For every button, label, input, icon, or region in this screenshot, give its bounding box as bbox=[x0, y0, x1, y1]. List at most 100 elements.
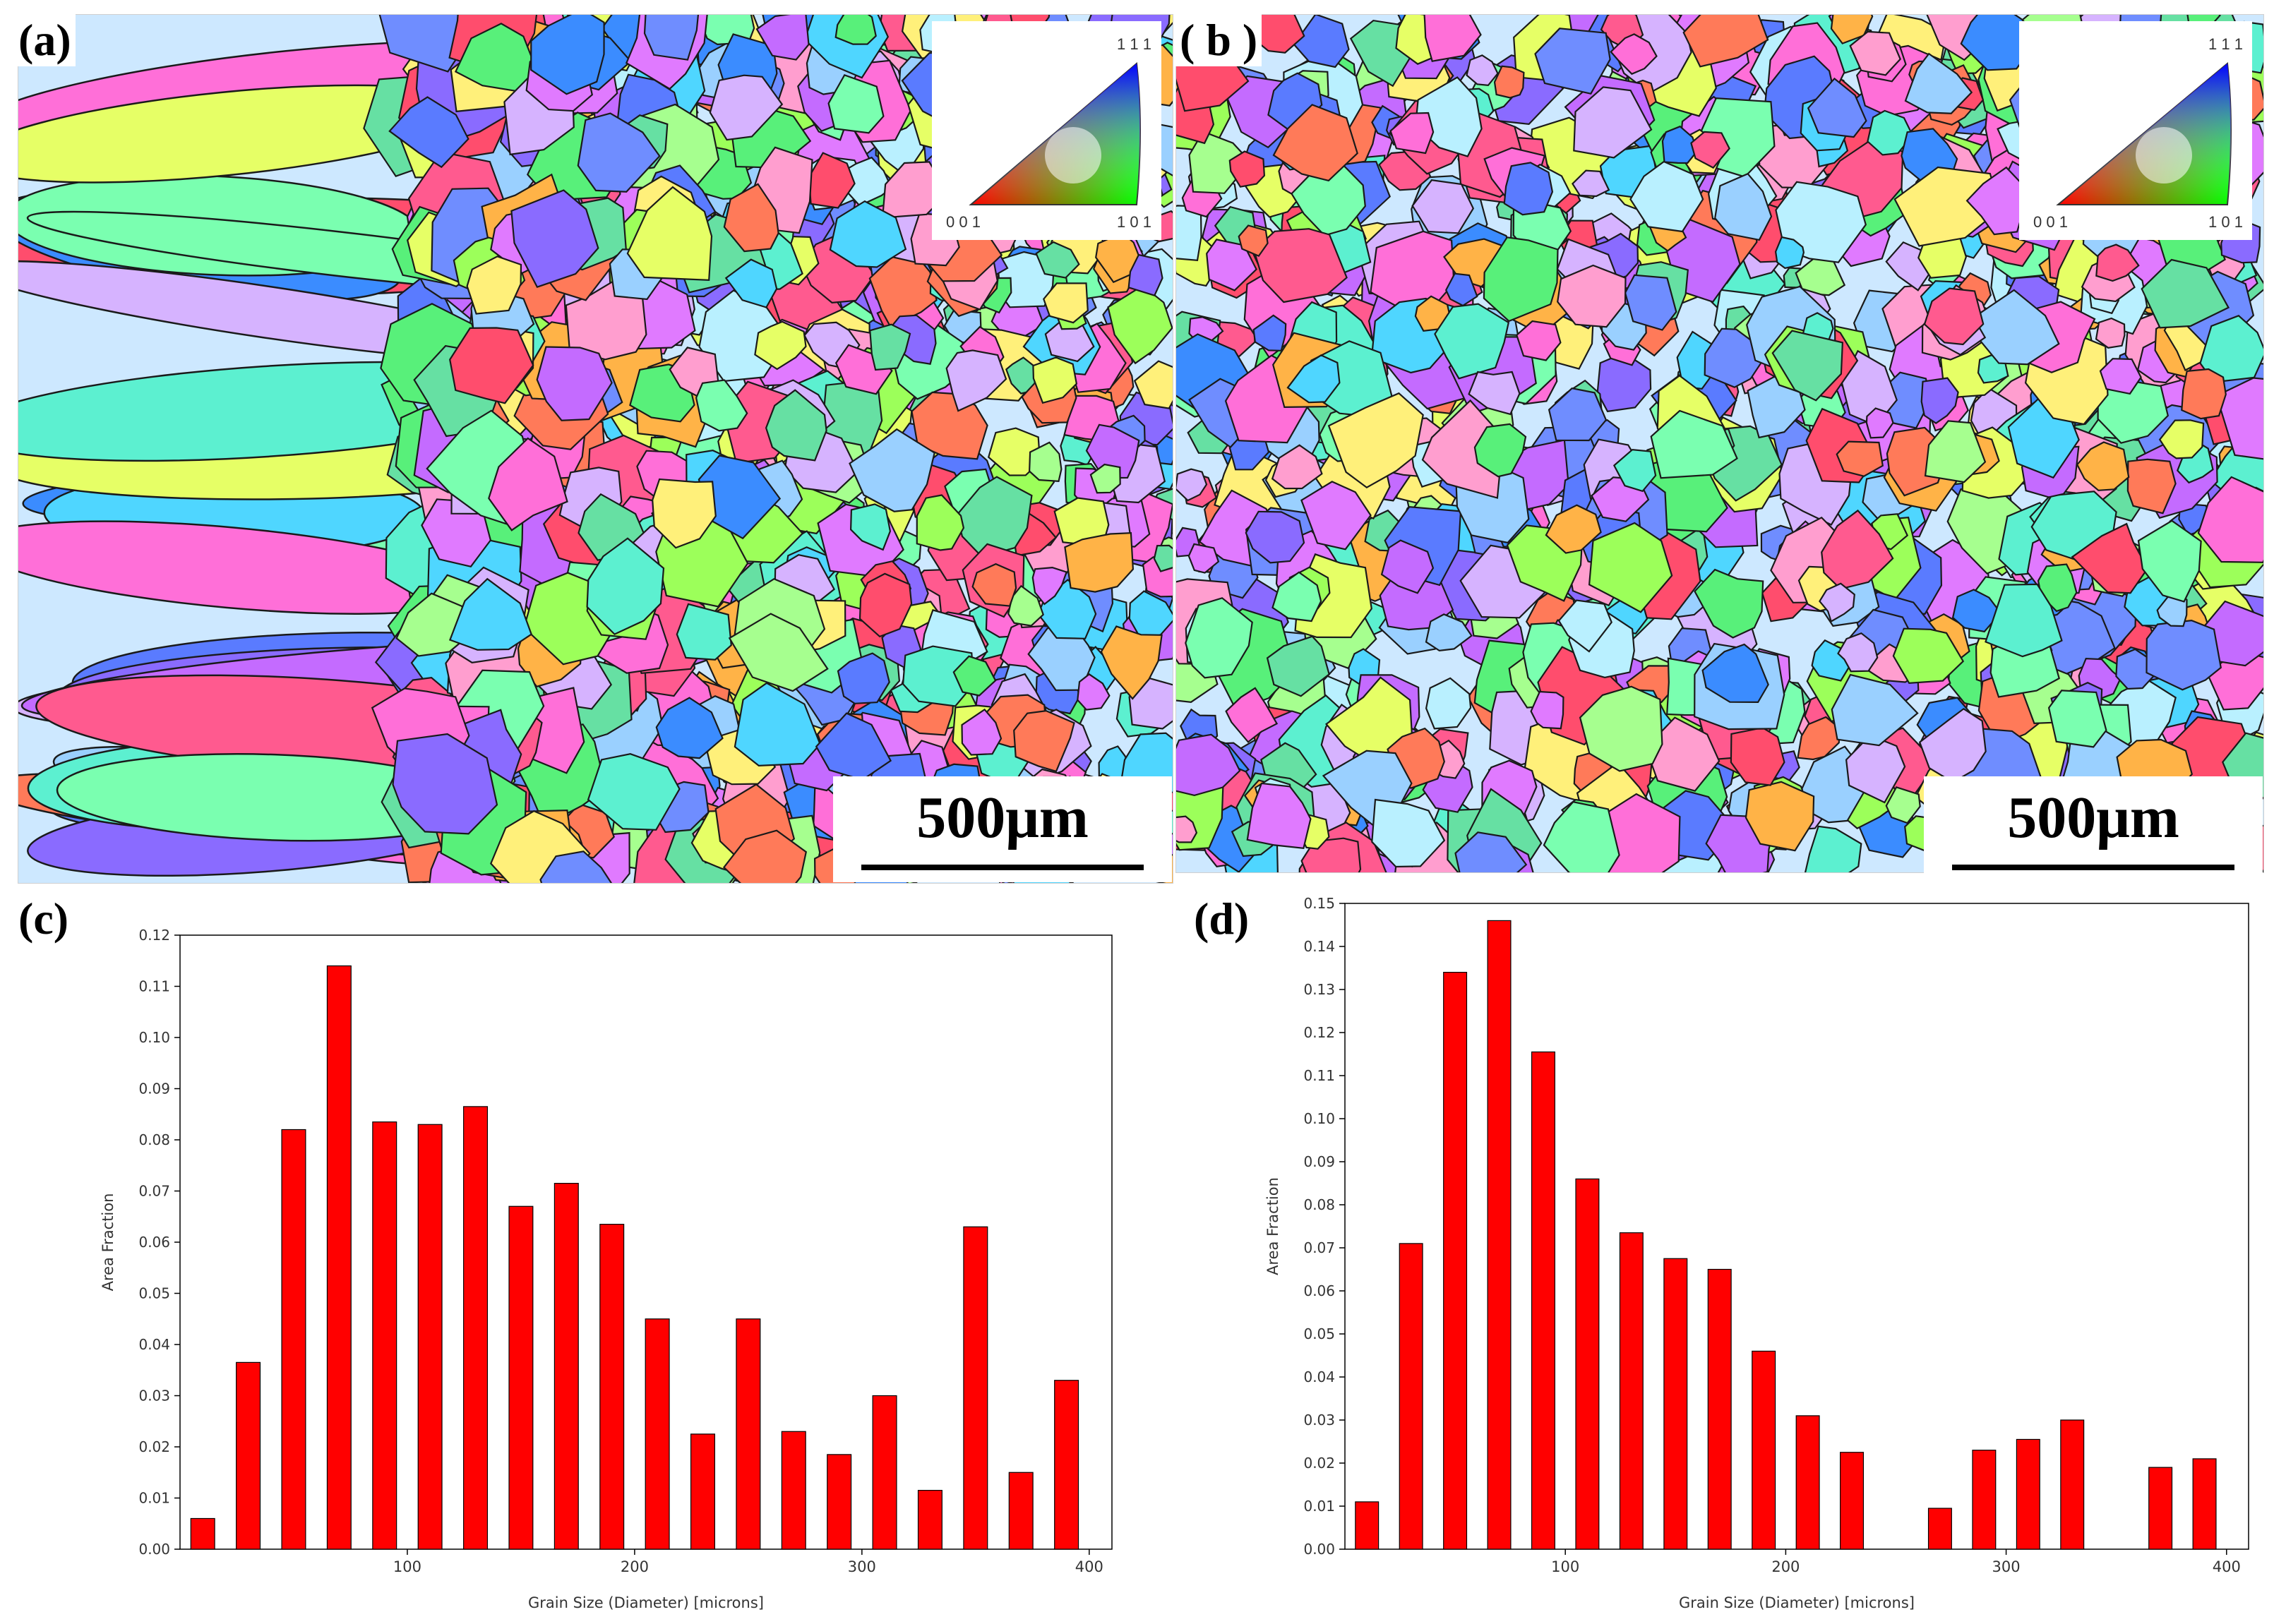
ebsd-grain-map-a bbox=[18, 15, 1173, 883]
bar-d-16 bbox=[2148, 1467, 2173, 1550]
ipf-label-111-a: 1 1 1 bbox=[1117, 35, 1151, 53]
histogram-d: 0.00 0.01 0.02 0.03 0.04 0.05 0.06 0.07 0.08 0.09… bbox=[1257, 886, 2266, 1616]
x-tick-label-c-2: 300 bbox=[848, 1558, 876, 1575]
bar-d-13 bbox=[1972, 1450, 1997, 1550]
bar-c-13 bbox=[781, 1431, 806, 1550]
panel-label-c: (c) bbox=[14, 893, 73, 945]
y-tick-label-d-5: 0.05 bbox=[1303, 1325, 1335, 1342]
ipf-color-key-a: 1 1 1 0 0 1 1 0 1 bbox=[932, 21, 1161, 240]
bar-c-18 bbox=[1008, 1472, 1034, 1550]
y-tick-label-c-3: 0.03 bbox=[138, 1388, 170, 1405]
scale-bar-line-b bbox=[1952, 865, 2234, 870]
bar-c-12 bbox=[736, 1318, 761, 1550]
bar-c-1 bbox=[236, 1361, 261, 1550]
x-tick-label-c-0: 100 bbox=[393, 1558, 421, 1575]
bar-d-0 bbox=[1355, 1501, 1380, 1550]
y-tick-label-c-9: 0.09 bbox=[138, 1081, 170, 1097]
bar-c-7 bbox=[508, 1205, 534, 1550]
ipf-triangle-b bbox=[2056, 62, 2232, 205]
bar-d-17 bbox=[2192, 1458, 2217, 1550]
bar-d-12 bbox=[1927, 1508, 1952, 1550]
y-tick-label-d-14: 0.14 bbox=[1303, 938, 1335, 955]
y-tick-label-d-13: 0.13 bbox=[1303, 981, 1335, 998]
scale-bar-text-b: 500μm bbox=[2007, 785, 2179, 850]
bar-c-6 bbox=[463, 1106, 489, 1550]
bar-c-3 bbox=[326, 965, 352, 1550]
bar-c-2 bbox=[281, 1129, 306, 1550]
y-tick-label-d-4: 0.04 bbox=[1303, 1369, 1335, 1385]
y-tick-label-c-8: 0.08 bbox=[138, 1131, 170, 1148]
y-axis-label-c: Area Fraction bbox=[100, 1193, 116, 1292]
x-axis-label-c: Grain Size (Diameter) [microns] bbox=[528, 1594, 764, 1611]
ipf-label-001-a: 0 0 1 bbox=[946, 213, 981, 231]
bar-c-14 bbox=[827, 1454, 852, 1550]
y-tick-label-d-11: 0.11 bbox=[1303, 1067, 1335, 1084]
panel-label-d: (d) bbox=[1190, 893, 1254, 945]
grain-layer bbox=[18, 15, 1173, 883]
ipf-label-101-b: 1 0 1 bbox=[2208, 213, 2243, 231]
y-tick-label-d-7: 0.07 bbox=[1303, 1239, 1335, 1256]
x-tick-label-d-3: 400 bbox=[2213, 1558, 2241, 1575]
bar-c-4 bbox=[372, 1121, 397, 1550]
scale-bar-text-a: 500μm bbox=[916, 785, 1089, 850]
bar-d-15 bbox=[2060, 1419, 2085, 1550]
x-tick-label-c-1: 200 bbox=[621, 1558, 649, 1575]
y-tick-label-c-1: 0.01 bbox=[138, 1490, 170, 1507]
histogram-svg-d: 0.00 0.01 0.02 0.03 0.04 0.05 0.06 0.07 0.08 0.09… bbox=[1264, 895, 2249, 1611]
scale-bar-line-a bbox=[861, 865, 1144, 870]
bar-d-5 bbox=[1575, 1178, 1600, 1550]
histogram-c: 0.00 0.01 0.02 0.03 0.04 0.05 0.06 0.07 0.08 0.09… bbox=[92, 918, 1130, 1616]
ipf-triangle-a bbox=[969, 62, 1141, 205]
bar-c-11 bbox=[690, 1433, 715, 1550]
bar-c-8 bbox=[553, 1183, 579, 1550]
bar-d-14 bbox=[2016, 1438, 2040, 1550]
scale-bar-a: 500μm bbox=[833, 776, 1172, 882]
bar-c-17 bbox=[963, 1226, 988, 1550]
x-tick-label-d-1: 200 bbox=[1771, 1558, 1800, 1575]
y-tick-label-d-10: 0.10 bbox=[1303, 1110, 1335, 1127]
y-tick-label-c-2: 0.02 bbox=[138, 1438, 170, 1455]
y-axis-label-d: Area Fraction bbox=[1264, 1177, 1281, 1275]
bar-d-11 bbox=[1840, 1452, 1865, 1550]
bar-c-0 bbox=[190, 1517, 215, 1550]
histogram-svg-c: 0.00 0.01 0.02 0.03 0.04 0.05 0.06 0.07 0.08 0.09… bbox=[100, 927, 1113, 1611]
x-tick-label-c-3: 400 bbox=[1075, 1558, 1103, 1575]
y-tick-label-d-3: 0.03 bbox=[1303, 1412, 1335, 1428]
ipf-label-001-b: 0 0 1 bbox=[2033, 213, 2068, 231]
y-tick-label-c-7: 0.07 bbox=[138, 1183, 170, 1200]
y-tick-label-c-6: 0.06 bbox=[138, 1234, 170, 1251]
y-tick-label-c-0: 0.00 bbox=[138, 1541, 170, 1558]
bar-d-4 bbox=[1531, 1051, 1555, 1550]
y-tick-label-d-15: 0.15 bbox=[1303, 895, 1335, 912]
bar-c-16 bbox=[917, 1490, 942, 1550]
ebsd-map-a bbox=[18, 14, 1173, 884]
bar-c-15 bbox=[872, 1395, 897, 1550]
y-tick-label-d-12: 0.12 bbox=[1303, 1024, 1335, 1041]
y-tick-label-d-0: 0.00 bbox=[1303, 1541, 1335, 1558]
y-tick-label-d-2: 0.02 bbox=[1303, 1455, 1335, 1472]
y-tick-label-c-5: 0.05 bbox=[138, 1285, 170, 1302]
ipf-color-key-b: 1 1 1 0 0 1 1 0 1 bbox=[2019, 21, 2252, 240]
y-tick-label-c-10: 0.10 bbox=[138, 1029, 170, 1046]
ipf-label-101-a: 1 0 1 bbox=[1117, 213, 1151, 231]
y-tick-label-d-6: 0.06 bbox=[1303, 1282, 1335, 1299]
x-tick-label-d-2: 300 bbox=[1992, 1558, 2021, 1575]
bar-d-7 bbox=[1663, 1258, 1688, 1550]
bar-c-5 bbox=[417, 1124, 443, 1550]
bar-d-10 bbox=[1795, 1415, 1820, 1550]
grain-layer bbox=[1176, 15, 2263, 872]
scale-bar-b: 500μm bbox=[1924, 776, 2263, 875]
panel-label-b: ( b ) bbox=[1175, 14, 1262, 66]
y-tick-label-c-4: 0.04 bbox=[138, 1336, 170, 1353]
y-tick-label-d-8: 0.08 bbox=[1303, 1196, 1335, 1213]
ipf-label-111-b: 1 1 1 bbox=[2208, 35, 2243, 53]
y-tick-label-d-9: 0.09 bbox=[1303, 1153, 1335, 1170]
bar-d-6 bbox=[1619, 1232, 1644, 1550]
bar-d-9 bbox=[1752, 1350, 1776, 1550]
y-tick-label-d-1: 0.01 bbox=[1303, 1498, 1335, 1515]
bar-c-19 bbox=[1054, 1380, 1079, 1550]
x-tick-label-d-0: 100 bbox=[1551, 1558, 1579, 1575]
x-axis-label-d: Grain Size (Diameter) [microns] bbox=[1679, 1594, 1915, 1611]
bar-d-2 bbox=[1443, 971, 1468, 1550]
bar-d-1 bbox=[1399, 1243, 1423, 1550]
